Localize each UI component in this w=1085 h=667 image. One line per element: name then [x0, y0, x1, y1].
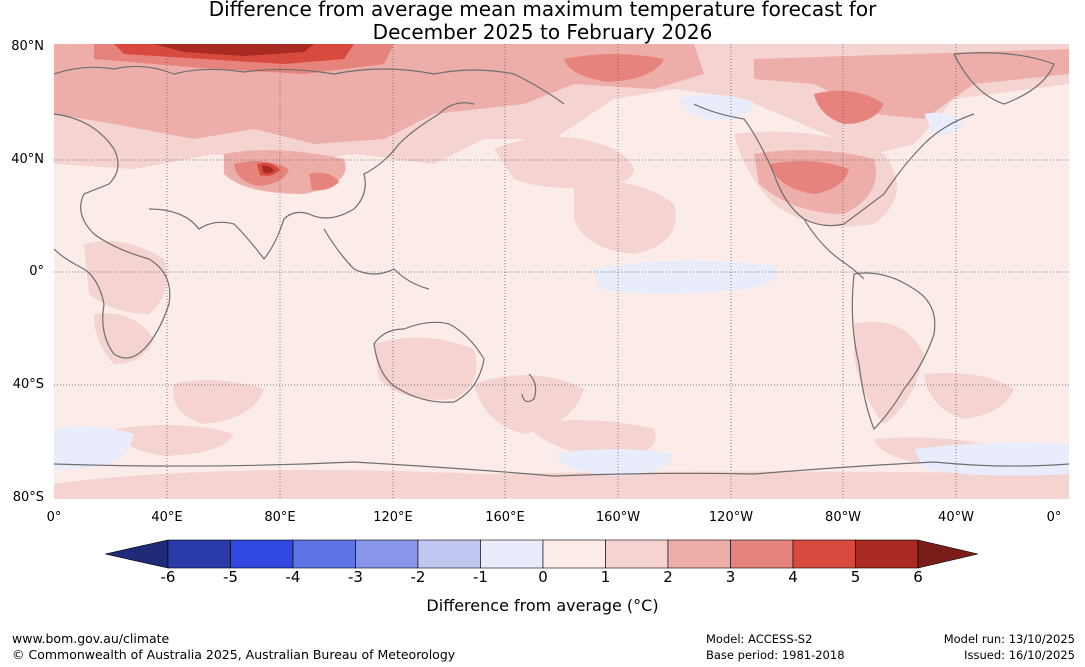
lon-label-160w: 160°W	[595, 510, 641, 525]
colorbar-bin-5-to-6	[855, 539, 919, 569]
colorbar-bin--2-to--1	[417, 539, 481, 569]
colorbar-bin-4-to-5	[792, 539, 856, 569]
footer-base-period: Base period: 1981-2018	[706, 648, 845, 662]
southern-ocean-cool-west	[54, 426, 134, 469]
colorbar-bin-0-to-1	[542, 539, 606, 569]
footer-model: Model: ACCESS-S2	[706, 632, 813, 646]
lon-label-40e: 40°E	[151, 510, 183, 525]
southern-ocean-cool-east	[914, 442, 1069, 476]
coast-southeast-asia	[323, 228, 430, 290]
arctic-extreme-core	[154, 44, 314, 56]
indian-ocean-patch	[173, 380, 264, 424]
colorbar-tick-label: -3	[348, 568, 363, 586]
chart-title-line-2: December 2025 to February 2026	[372, 20, 713, 44]
colorbar-tick-label: -4	[285, 568, 301, 586]
colorbar-bin--5-to--4	[230, 539, 294, 569]
lat-label-40s: 40°S	[12, 377, 44, 392]
colorbar-tick-label: -2	[410, 568, 426, 586]
colorbar-under-arrow	[105, 539, 169, 569]
lat-label-0: 0°	[29, 264, 44, 279]
colorbar-tick-label: 1	[600, 568, 611, 586]
africa-patch	[84, 241, 167, 314]
south-africa-patch	[94, 313, 154, 364]
equatorial-pacific-cool	[594, 260, 778, 294]
tibet-extreme-core	[262, 165, 274, 174]
footer-model-run: Model run: 13/10/2025	[943, 632, 1075, 646]
colorbar-tick-label: 5	[850, 568, 861, 586]
colorbar-label: Difference from average (°C)	[426, 596, 659, 615]
greenland-sea-warm	[564, 54, 664, 82]
colorbar-bin-2-to-3	[667, 539, 731, 569]
colorbar-bin--3-to--2	[355, 539, 419, 569]
lon-label-160e: 160°E	[485, 510, 525, 525]
coast-east-asia	[308, 102, 475, 219]
footer-copyright: © Commonwealth of Australia 2025, Austra…	[12, 647, 456, 662]
graticule	[54, 44, 1069, 499]
lat-label-80s: 80°S	[12, 490, 44, 505]
coast-north-america	[693, 103, 975, 227]
colorbar-tick-label: -1	[473, 568, 488, 586]
south-atlantic-patch	[924, 373, 1014, 419]
lon-label-80w: 80°W	[825, 510, 861, 525]
north-pacific-patch	[494, 136, 634, 188]
coast-australia	[373, 321, 485, 403]
colorbar-bin-1-to-2	[605, 539, 669, 569]
colorbar-over-arrow	[917, 539, 979, 569]
coast-africa	[54, 113, 171, 359]
lon-label-120e: 120°E	[373, 510, 413, 525]
colorbar-tick-label: -6	[160, 568, 176, 586]
tasman-patch	[474, 375, 584, 434]
footer-url: www.bom.gov.au/climate	[12, 631, 170, 646]
colorbar-bin--4-to--3	[292, 539, 356, 569]
chart-title-line-1: Difference from average mean maximum tem…	[208, 0, 877, 21]
footer-issued: Issued: 16/10/2025	[964, 648, 1075, 662]
anomaly-cool-1-regions	[54, 94, 1069, 476]
central-pacific-north-patch	[574, 181, 676, 254]
coast-arabia-india	[148, 208, 310, 260]
colorbar-tick-label: 2	[663, 568, 673, 586]
temperature-anomaly-map	[54, 44, 1069, 499]
colorbar	[105, 539, 979, 569]
southern-ocean-patch-west	[114, 425, 234, 456]
colorbar-tick-label: 3	[725, 568, 736, 586]
southern-ocean-cool-pacific	[554, 449, 674, 476]
coast-antarctica	[54, 461, 1069, 477]
colorbar-tick-label: 4	[788, 568, 798, 586]
lat-label-40n: 40°N	[11, 152, 44, 167]
lon-label-40w: 40°W	[938, 510, 974, 525]
alaska-cool	[679, 94, 754, 121]
colorbar-tick-label: 6	[913, 568, 923, 586]
canada-warm	[754, 49, 1069, 119]
arctic-canada-warm-core	[814, 90, 884, 124]
lat-label-80n: 80°N	[11, 39, 44, 54]
coast-new-zealand	[521, 373, 537, 403]
coast-greenland	[953, 52, 1055, 105]
colorbar-bin--6-to--5	[167, 539, 231, 569]
colorbar-tick-label: -5	[223, 568, 238, 586]
south-america-patch	[854, 322, 924, 424]
texas-warm	[769, 160, 849, 194]
southern-ocean-band	[54, 470, 1069, 499]
colorbar-bin--1-to-0	[480, 539, 544, 569]
lon-label-0-west: 0°	[46, 510, 62, 525]
colorbar-bin-3-to-4	[730, 539, 794, 569]
anomaly-warm-5-regions	[154, 44, 314, 174]
mongolia-hot-spot	[309, 172, 339, 191]
coast-north-europe	[54, 65, 565, 105]
hudson-cool	[924, 112, 964, 135]
lon-label-80e: 80°E	[264, 510, 296, 525]
australia-patch	[374, 337, 477, 400]
coast-south-america	[851, 272, 936, 431]
colorbar-tick-label: 0	[538, 568, 548, 586]
coastlines	[54, 52, 1069, 477]
lon-label-0-east: 0°	[1046, 510, 1062, 525]
lon-label-120w: 120°W	[708, 510, 754, 525]
